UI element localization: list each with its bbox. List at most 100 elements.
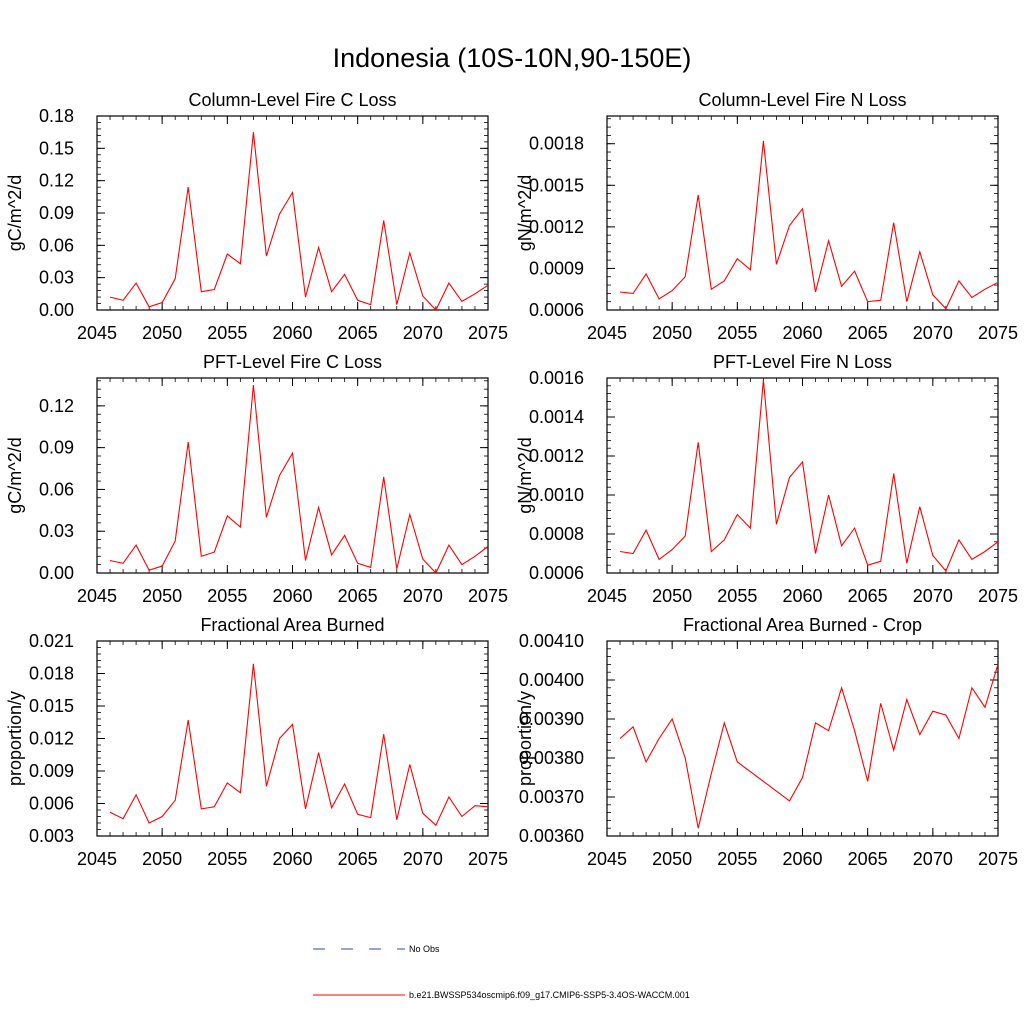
series-line xyxy=(619,664,999,829)
y-tick-label: 0.009 xyxy=(29,761,74,781)
x-tick-label: 2070 xyxy=(403,849,443,869)
series-line xyxy=(109,384,489,574)
y-tick-label: 0.003 xyxy=(29,826,74,846)
panel-2: 2045 2050 2055 2060 2065 2070 2075 0.0006 0.0009… xyxy=(515,90,1018,343)
y-axis-label: gN/m^2/d xyxy=(515,437,535,513)
figure-title: Indonesia (10S-10N,90-150E) xyxy=(333,43,692,73)
y-tick-label: 0.0018 xyxy=(529,134,584,154)
y-tick-label: 0.03 xyxy=(39,521,74,541)
y-tick-label: 0.0015 xyxy=(529,175,584,195)
x-tick-label: 2075 xyxy=(978,586,1018,606)
x-tick-label: 2075 xyxy=(468,849,508,869)
x-tick-label: 2055 xyxy=(207,849,247,869)
x-tick-label: 2045 xyxy=(587,586,627,606)
panel-title: Fractional Area Burned - Crop xyxy=(683,615,922,635)
series-line xyxy=(619,379,999,573)
series-line xyxy=(619,140,999,310)
series-line xyxy=(109,663,489,827)
y-tick-label: 0.00360 xyxy=(519,826,584,846)
x-tick-label: 2045 xyxy=(587,849,627,869)
legend-model-label: b.e21.BWSSP534oscmip6.f09_g17.CMIP6-SSP5… xyxy=(409,990,690,1000)
y-tick-label: 0.0016 xyxy=(529,368,584,388)
panels: 2045 2050 2055 2060 2065 2070 2075 0.00 0.03 0.06… xyxy=(5,90,1018,869)
y-axis-label: gC/m^2/d xyxy=(5,175,25,251)
panel-title: Column-Level Fire N Loss xyxy=(698,90,906,110)
y-axis-label: proportion/y xyxy=(515,691,535,786)
panel-title: Fractional Area Burned xyxy=(200,615,384,635)
y-tick-label: 0.015 xyxy=(29,696,74,716)
plot-frame xyxy=(96,377,489,574)
y-tick-label: 0.021 xyxy=(29,631,74,651)
x-tick-label: 2045 xyxy=(77,323,117,343)
panel-5: 2045 2050 2055 2060 2065 2070 2075 0.003 0.006 0.… xyxy=(5,615,508,869)
y-axis-label: gN/m^2/d xyxy=(515,175,535,251)
plot-frame xyxy=(606,115,999,311)
y-tick-label: 0.006 xyxy=(29,794,74,814)
x-tick-label: 2060 xyxy=(782,586,822,606)
x-tick-label: 2075 xyxy=(468,586,508,606)
y-tick-label: 0.00 xyxy=(39,563,74,583)
x-tick-label: 2070 xyxy=(913,323,953,343)
y-tick-label: 0.18 xyxy=(39,106,74,126)
panel-6: 2045 2050 2055 2060 2065 2070 2075 0.00360 0.003… xyxy=(515,615,1018,869)
y-tick-label: 0.00 xyxy=(39,300,74,320)
plot-frame xyxy=(96,640,489,837)
x-tick-label: 2065 xyxy=(848,849,888,869)
x-tick-label: 2075 xyxy=(978,849,1018,869)
y-axis-label: gC/m^2/d xyxy=(5,437,25,513)
plot-frame xyxy=(96,115,489,311)
panel-title: PFT-Level Fire N Loss xyxy=(713,352,892,372)
x-tick-label: 2065 xyxy=(338,849,378,869)
y-tick-label: 0.00370 xyxy=(519,787,584,807)
panel-1: 2045 2050 2055 2060 2065 2070 2075 0.00 0.03 0.06… xyxy=(5,90,508,343)
x-tick-label: 2050 xyxy=(142,586,182,606)
y-axis-label: proportion/y xyxy=(5,691,25,786)
y-tick-label: 0.06 xyxy=(39,479,74,499)
x-tick-label: 2045 xyxy=(77,586,117,606)
x-tick-label: 2055 xyxy=(717,849,757,869)
x-tick-label: 2065 xyxy=(338,323,378,343)
x-tick-label: 2045 xyxy=(77,849,117,869)
y-tick-label: 0.00390 xyxy=(519,709,584,729)
x-tick-label: 2065 xyxy=(338,586,378,606)
y-tick-label: 0.0006 xyxy=(529,563,584,583)
y-tick-label: 0.12 xyxy=(39,396,74,416)
y-tick-label: 0.0012 xyxy=(529,446,584,466)
y-tick-label: 0.00380 xyxy=(519,748,584,768)
legend: No Obs b.e21.BWSSP534oscmip6.f09_g17.CMI… xyxy=(313,944,690,1000)
x-tick-label: 2050 xyxy=(652,586,692,606)
plot-frame xyxy=(606,640,999,837)
x-tick-label: 2065 xyxy=(848,586,888,606)
y-tick-label: 0.15 xyxy=(39,138,74,158)
x-tick-label: 2055 xyxy=(207,323,247,343)
y-tick-label: 0.06 xyxy=(39,235,74,255)
y-tick-label: 0.018 xyxy=(29,664,74,684)
x-tick-label: 2060 xyxy=(272,586,312,606)
x-tick-label: 2075 xyxy=(978,323,1018,343)
y-tick-label: 0.0009 xyxy=(529,258,584,278)
x-tick-label: 2060 xyxy=(272,323,312,343)
panel-3: 2045 2050 2055 2060 2065 2070 2075 0.00 0.03 0.06… xyxy=(5,352,508,606)
panel-title: PFT-Level Fire C Loss xyxy=(203,352,382,372)
x-tick-label: 2050 xyxy=(142,849,182,869)
x-tick-label: 2045 xyxy=(587,323,627,343)
legend-no-obs-label: No Obs xyxy=(409,944,440,954)
y-tick-label: 0.012 xyxy=(29,729,74,749)
y-tick-label: 0.09 xyxy=(39,438,74,458)
x-tick-label: 2070 xyxy=(913,849,953,869)
y-tick-label: 0.0014 xyxy=(529,407,584,427)
y-tick-label: 0.0008 xyxy=(529,524,584,544)
series-line xyxy=(109,132,489,311)
x-tick-label: 2055 xyxy=(717,586,757,606)
panel-title: Column-Level Fire C Loss xyxy=(188,90,396,110)
x-tick-label: 2070 xyxy=(913,586,953,606)
x-tick-label: 2060 xyxy=(272,849,312,869)
x-tick-label: 2060 xyxy=(782,323,822,343)
x-tick-label: 2050 xyxy=(652,849,692,869)
x-tick-label: 2055 xyxy=(717,323,757,343)
x-tick-label: 2055 xyxy=(207,586,247,606)
y-tick-label: 0.0010 xyxy=(529,485,584,505)
x-tick-label: 2050 xyxy=(652,323,692,343)
plot-frame xyxy=(606,377,999,574)
